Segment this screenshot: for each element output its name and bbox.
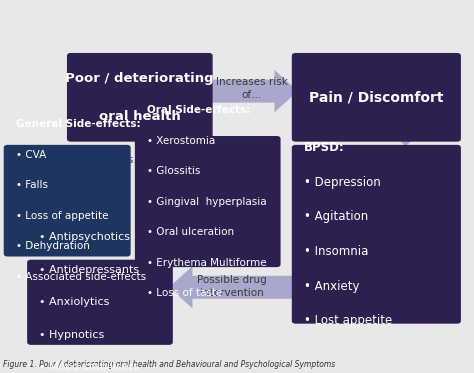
Text: • Loss of taste: • Loss of taste bbox=[147, 288, 222, 298]
Text: Can
manifest
as…: Can manifest as… bbox=[383, 183, 428, 218]
Text: • Loss of appetite: • Loss of appetite bbox=[16, 211, 109, 221]
Text: • Glossitis: • Glossitis bbox=[147, 166, 201, 176]
Text: • Falls: • Falls bbox=[16, 181, 48, 191]
Text: Pain / Discomfort: Pain / Discomfort bbox=[309, 90, 444, 104]
Text: General Side-effects:: General Side-effects: bbox=[16, 119, 140, 129]
Polygon shape bbox=[169, 266, 296, 308]
Text: • Dehydration: • Dehydration bbox=[16, 241, 90, 251]
Text: • CVA: • CVA bbox=[16, 150, 46, 160]
FancyBboxPatch shape bbox=[292, 53, 461, 142]
Text: • Erythema Multiforme: • Erythema Multiforme bbox=[147, 257, 267, 267]
FancyBboxPatch shape bbox=[27, 260, 173, 345]
Text: Oral Side-effects:: Oral Side-effects: bbox=[147, 105, 250, 115]
Text: Figure 1. Poor / deteriorating oral health and Behavioural and Psychological Sym: Figure 1. Poor / deteriorating oral heal… bbox=[3, 360, 335, 369]
Polygon shape bbox=[207, 70, 298, 112]
Text: • Anxiety: • Anxiety bbox=[304, 280, 359, 292]
Text: Risks…: Risks… bbox=[106, 155, 144, 165]
Text: • Mood stabilisers: • Mood stabilisers bbox=[39, 362, 139, 372]
Text: • Oral ulceration: • Oral ulceration bbox=[147, 227, 234, 237]
Text: • Anxiolytics: • Anxiolytics bbox=[39, 297, 109, 307]
Text: Poor / deteriorating: Poor / deteriorating bbox=[65, 72, 214, 85]
Text: • Lost appetite: • Lost appetite bbox=[304, 314, 392, 327]
Text: • Associated side-effects: • Associated side-effects bbox=[16, 272, 146, 282]
Text: • Antidepressants: • Antidepressants bbox=[39, 265, 139, 275]
Text: • Insomnia: • Insomnia bbox=[304, 245, 368, 258]
Text: • Gingival  hyperplasia: • Gingival hyperplasia bbox=[147, 197, 267, 207]
Text: Increases risk
of…: Increases risk of… bbox=[216, 78, 288, 100]
Text: • Antipsychotics: • Antipsychotics bbox=[39, 232, 130, 242]
Text: • Hypnotics: • Hypnotics bbox=[39, 330, 105, 340]
Polygon shape bbox=[165, 139, 210, 254]
FancyBboxPatch shape bbox=[4, 145, 131, 257]
Text: Possible drug
intervention: Possible drug intervention bbox=[198, 275, 267, 298]
Polygon shape bbox=[165, 243, 210, 264]
FancyBboxPatch shape bbox=[135, 136, 281, 267]
FancyBboxPatch shape bbox=[67, 53, 213, 142]
Polygon shape bbox=[382, 126, 429, 146]
FancyBboxPatch shape bbox=[292, 145, 461, 324]
Text: • Depression: • Depression bbox=[304, 176, 381, 189]
Text: BPSD:: BPSD: bbox=[304, 141, 345, 154]
Text: • Agitation: • Agitation bbox=[304, 210, 368, 223]
Text: Risks…: Risks… bbox=[106, 264, 144, 275]
Text: oral health: oral health bbox=[99, 110, 181, 123]
Text: • Xerostomia: • Xerostomia bbox=[147, 136, 215, 145]
